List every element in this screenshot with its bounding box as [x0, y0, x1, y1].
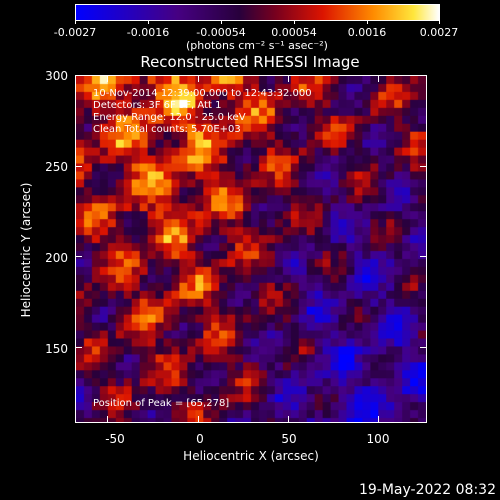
colorbar-tick-label: 0.0027	[419, 26, 459, 39]
axis-tick-mark	[288, 75, 289, 82]
annotation-time: 10-Nov-2014 12:39:00.000 to 12:43:32.000	[93, 88, 312, 99]
axis-tick-mark	[378, 416, 380, 423]
x-axis-label: Heliocentric X (arcsec)	[183, 449, 319, 463]
colorbar-tick-label: -0.0016	[126, 26, 170, 39]
axis-tick-mark	[197, 75, 199, 82]
y-tick-label: 150	[45, 342, 68, 356]
axis-tick-mark	[197, 416, 199, 423]
axis-tick-mark	[420, 256, 427, 258]
colorbar-tick-mark	[294, 20, 295, 24]
axis-tick-mark	[420, 165, 427, 167]
annotation-energy: Energy Range: 12.0 - 25.0 keV	[93, 112, 246, 123]
axis-tick-mark	[75, 75, 82, 76]
axis-tick-mark	[288, 416, 289, 423]
annotation-clean: Clean Total counts: 5.70E+03	[93, 124, 241, 135]
y-tick-label: 250	[45, 160, 68, 174]
x-tick-label: 50	[281, 432, 297, 446]
colorbar-tick-label: -0.0027	[53, 26, 97, 39]
axis-tick-mark	[420, 346, 427, 348]
y-tick-label: 200	[45, 251, 68, 265]
y-axis-label: Heliocentric Y (arcsec)	[19, 182, 33, 318]
annotation-peak: Position of Peak = [65,278]	[93, 398, 230, 409]
colorbar-units: (photons cm⁻² s⁻¹ asec⁻²)	[186, 39, 328, 52]
axis-tick-mark	[75, 256, 82, 258]
colorbar-tick-mark	[439, 20, 440, 24]
x-tick-label: 0	[196, 432, 204, 446]
plot-area: 10-Nov-2014 12:39:00.000 to 12:43:32.000…	[75, 75, 427, 423]
x-tick-label: 100	[366, 432, 390, 446]
x-tick-label: -50	[105, 432, 125, 446]
colorbar-tick-label: -0.00054	[196, 26, 246, 39]
axis-tick-mark	[378, 75, 380, 82]
y-tick-label: 300	[45, 69, 68, 83]
colorbar	[75, 4, 440, 21]
footer-timestamp: 19-May-2022 08:32	[358, 482, 496, 498]
axis-tick-mark	[75, 165, 82, 167]
colorbar-tick-label: 0.00054	[271, 26, 317, 39]
colorbar-tick-mark	[75, 20, 76, 24]
axis-tick-mark	[107, 75, 109, 82]
heatmap-image	[76, 76, 426, 422]
colorbar-tick-mark	[367, 20, 368, 24]
colorbar-tick-mark	[148, 20, 149, 24]
colorbar-tick-mark	[221, 20, 222, 24]
axis-tick-mark	[75, 346, 82, 348]
chart-title: Reconstructed RHESSI Image	[140, 53, 360, 71]
annotation-detectors: Detectors: 3F 6F 9F, Att 1	[93, 100, 222, 111]
colorbar-tick-label: 0.0016	[347, 26, 387, 39]
axis-tick-mark	[420, 75, 427, 76]
axis-tick-mark	[107, 416, 109, 423]
